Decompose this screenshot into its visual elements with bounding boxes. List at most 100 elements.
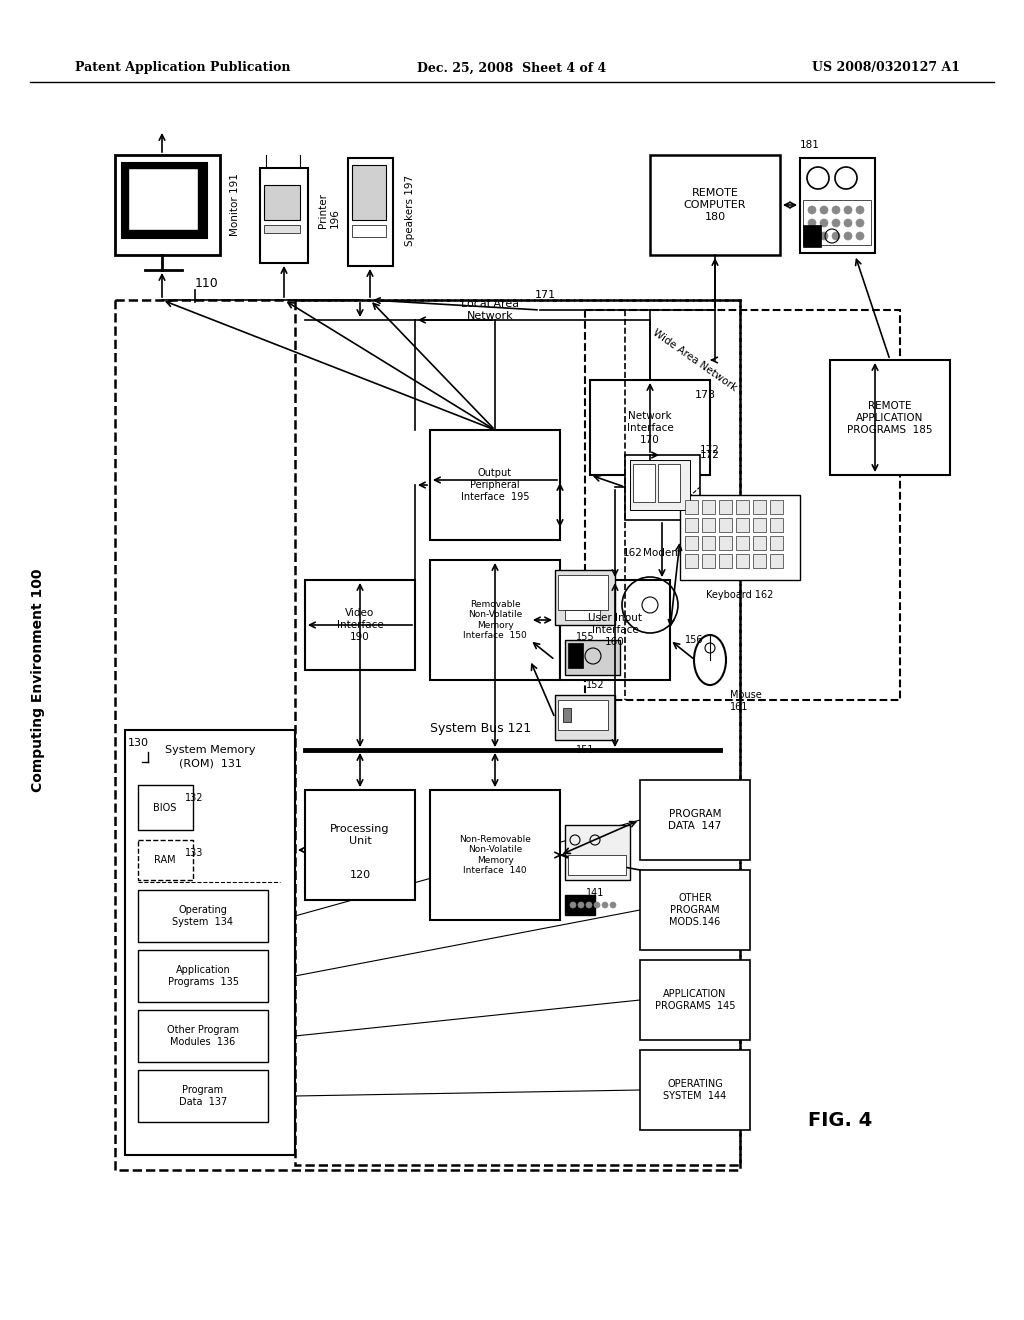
Text: Program
Data  137: Program Data 137 [179,1085,227,1106]
Text: Output
Peripheral
Interface  195: Output Peripheral Interface 195 [461,469,529,502]
Bar [430,560,560,680]
Bar [348,158,393,267]
Text: Monitor 191: Monitor 191 [230,173,240,236]
Bar [770,536,783,550]
Bar [585,310,900,700]
Bar [770,554,783,568]
Circle shape [820,219,828,227]
Bar [800,158,874,253]
Text: Mouse
161: Mouse 161 [730,690,762,711]
Text: 173: 173 [695,389,716,400]
Bar [558,576,608,610]
Bar [736,536,749,550]
Bar [736,554,749,568]
Bar [560,579,670,680]
Bar [555,570,615,624]
Bar [115,154,220,255]
Circle shape [844,206,852,214]
Circle shape [856,232,864,240]
Bar [753,536,766,550]
Bar [719,554,732,568]
Text: 181: 181 [800,140,820,150]
Circle shape [831,232,840,240]
Bar [803,224,821,247]
Text: 156: 156 [685,635,703,645]
Text: OTHER
PROGRAM
MODS.146: OTHER PROGRAM MODS.146 [670,894,721,927]
Bar [352,165,386,220]
Bar [685,517,698,532]
Bar [719,536,732,550]
Text: Computing Environment 100: Computing Environment 100 [31,568,45,792]
Bar [558,700,608,730]
Bar [563,708,571,722]
Bar [138,785,193,830]
Bar [122,162,207,238]
Bar [640,960,750,1040]
Text: RAM: RAM [155,855,176,865]
Circle shape [856,219,864,227]
Bar [702,554,715,568]
Bar [555,696,615,741]
Bar [295,300,740,1166]
Text: BIOS: BIOS [154,803,177,813]
Bar [565,895,595,915]
Circle shape [844,232,852,240]
Bar [625,455,700,520]
Bar [685,554,698,568]
Bar [305,579,415,671]
Circle shape [856,206,864,214]
Bar [753,554,766,568]
Text: 151: 151 [575,744,594,755]
Bar [565,610,600,620]
Bar [640,870,750,950]
Text: Wide Area Network: Wide Area Network [651,327,739,393]
Bar [138,1071,268,1122]
Bar [565,825,630,880]
Bar [430,789,560,920]
Circle shape [602,902,608,908]
Text: PROGRAM
DATA  147: PROGRAM DATA 147 [669,809,722,830]
Text: OPERATING
SYSTEM  144: OPERATING SYSTEM 144 [664,1080,727,1101]
Text: 132: 132 [185,793,204,803]
Circle shape [610,902,616,908]
Text: (ROM)  131: (ROM) 131 [178,758,242,768]
Bar [264,224,300,234]
Text: 152: 152 [586,680,604,690]
Circle shape [820,206,828,214]
Bar [736,517,749,532]
Text: Other Program
Modules  136: Other Program Modules 136 [167,1026,239,1047]
Bar [753,500,766,513]
Text: Speakers 197: Speakers 197 [406,174,415,246]
Text: Removable
Non-Volatile
Memory
Interface  150: Removable Non-Volatile Memory Interface … [463,599,527,640]
Bar [633,465,655,502]
Text: 120: 120 [349,870,371,880]
Text: APPLICATION
PROGRAMS  145: APPLICATION PROGRAMS 145 [654,989,735,1011]
Text: 141: 141 [586,888,604,898]
Text: Local Area
Network: Local Area Network [461,300,519,321]
Bar [770,517,783,532]
Text: 172: 172 [700,445,720,455]
Circle shape [808,219,816,227]
Bar [685,536,698,550]
Text: Printer
196: Printer 196 [318,193,340,227]
Text: Operating
System  134: Operating System 134 [172,906,233,927]
Text: Application
Programs  135: Application Programs 135 [168,965,239,987]
Bar [128,168,198,230]
Bar [803,201,871,246]
Circle shape [808,232,816,240]
Text: Network
Interface
170: Network Interface 170 [627,412,674,445]
Bar [115,300,740,1170]
Bar [650,154,780,255]
Text: Dec. 25, 2008  Sheet 4 of 4: Dec. 25, 2008 Sheet 4 of 4 [418,62,606,74]
Bar [138,950,268,1002]
Bar [352,224,386,238]
Bar [658,465,680,502]
Bar [640,780,750,861]
Text: FIG. 4: FIG. 4 [808,1110,872,1130]
Text: 133: 133 [185,847,204,858]
Circle shape [844,219,852,227]
Bar [138,1010,268,1063]
Bar [430,430,560,540]
Text: 162: 162 [624,548,643,558]
Bar [568,855,626,875]
